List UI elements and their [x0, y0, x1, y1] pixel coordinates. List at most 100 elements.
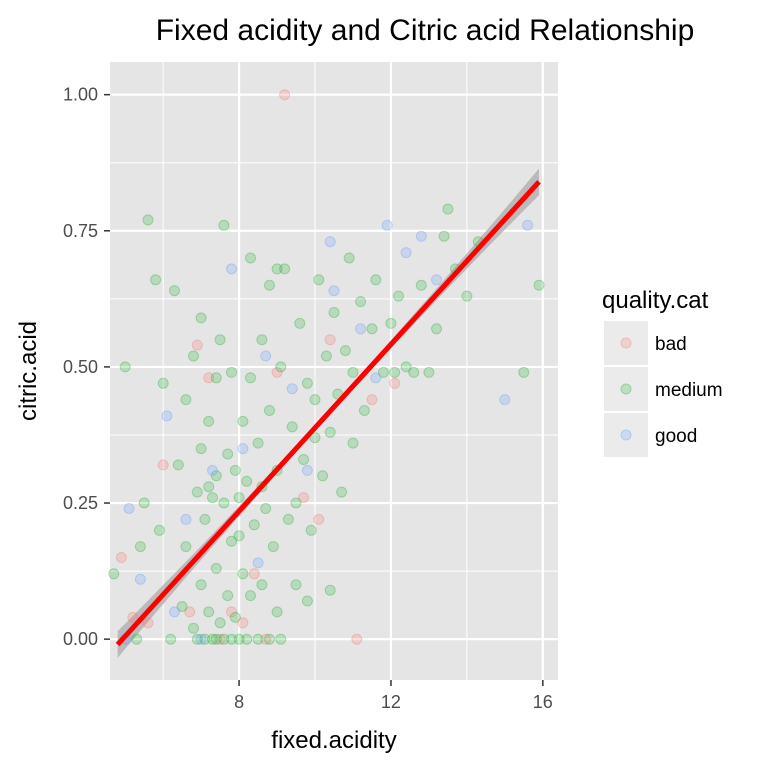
point-medium [408, 366, 420, 378]
point-medium [377, 366, 389, 378]
point-medium [286, 421, 298, 433]
point-good [123, 503, 135, 514]
point-good [169, 606, 180, 618]
point-good [207, 464, 218, 476]
point-medium [210, 633, 222, 645]
point-medium [199, 633, 211, 645]
y-tick-label: 1.00 [63, 85, 98, 105]
point-medium [233, 633, 245, 645]
point-medium [191, 486, 203, 498]
point-medium [282, 513, 294, 525]
point-medium [336, 486, 348, 498]
point-good [134, 573, 146, 585]
point-medium [188, 350, 199, 362]
point-medium [317, 470, 329, 482]
point-medium [438, 230, 450, 242]
point-medium [298, 454, 310, 465]
legend-key-bad [604, 321, 648, 365]
point-medium [275, 633, 287, 645]
x-axis-title: fixed.acidity [271, 727, 396, 754]
point-medium [324, 426, 336, 438]
point-bad [142, 617, 154, 629]
trend-line-path [115, 180, 541, 647]
point-medium [237, 568, 249, 580]
point-medium [203, 481, 215, 493]
point-medium [366, 323, 378, 335]
point-medium [355, 296, 367, 308]
point-medium [203, 415, 215, 427]
point-medium [264, 405, 275, 416]
point-medium [169, 285, 180, 297]
point-good [161, 410, 173, 422]
point-medium [142, 214, 154, 226]
point-good [381, 219, 393, 231]
trend-line [115, 180, 541, 647]
point-medium [301, 377, 313, 389]
point-medium [309, 432, 321, 444]
point-medium [271, 263, 283, 275]
point-good [301, 464, 313, 476]
point-medium [256, 334, 268, 346]
legend: quality.cat bad medium good [602, 287, 723, 457]
point-medium [150, 274, 162, 286]
x-tick-label: 8 [234, 692, 244, 712]
point-medium [305, 524, 317, 536]
point-medium [176, 601, 188, 612]
point-medium [157, 377, 169, 389]
point-bad [271, 366, 283, 378]
point-medium [393, 290, 404, 302]
point-good [400, 247, 412, 259]
point-medium [343, 252, 355, 264]
point-bad [115, 552, 127, 563]
point-medium [207, 633, 218, 645]
point-medium [210, 470, 222, 482]
point-medium [324, 584, 336, 596]
point-medium [385, 317, 397, 329]
point-medium [264, 633, 275, 645]
point-medium [108, 568, 120, 580]
point-medium [218, 497, 230, 509]
point-medium [290, 579, 302, 591]
point-medium [134, 541, 146, 553]
point-medium [442, 203, 454, 215]
y-tick-label: 0.25 [63, 493, 98, 513]
point-medium [267, 541, 279, 553]
point-medium [180, 394, 192, 406]
point-good [237, 443, 249, 455]
point-good [370, 372, 382, 384]
point-medium [199, 513, 211, 525]
point-good [431, 274, 442, 286]
point-medium [245, 372, 256, 384]
legend-swatch-good [620, 429, 632, 441]
point-medium [241, 633, 253, 645]
point-medium [275, 361, 287, 373]
point-medium [264, 279, 275, 291]
point-medium [347, 437, 359, 449]
point-medium [226, 633, 237, 645]
point-medium [461, 290, 473, 302]
point-bad [248, 568, 260, 580]
point-good [286, 383, 298, 395]
point-medium [233, 492, 245, 504]
point-good [180, 513, 192, 525]
y-tick-label: 0.75 [63, 221, 98, 241]
point-medium [245, 252, 256, 264]
point-medium [153, 524, 165, 536]
point-medium [290, 497, 302, 509]
point-medium [207, 492, 218, 504]
y-axis-title: citric.acid [15, 321, 42, 421]
y-tick-label: 0.00 [63, 629, 98, 649]
point-bad [127, 611, 139, 623]
point-medium [229, 464, 241, 476]
point-medium [248, 519, 260, 531]
point-medium [214, 334, 226, 346]
x-axis-ticks: 8 12 16 [234, 680, 553, 712]
point-medium [347, 366, 359, 378]
point-medium [518, 366, 530, 378]
legend-key-medium [604, 367, 648, 411]
point-medium [339, 345, 351, 357]
x-tick-label: 16 [533, 692, 553, 712]
point-bad [184, 606, 196, 618]
point-medium [214, 617, 226, 629]
point-medium [271, 606, 283, 618]
